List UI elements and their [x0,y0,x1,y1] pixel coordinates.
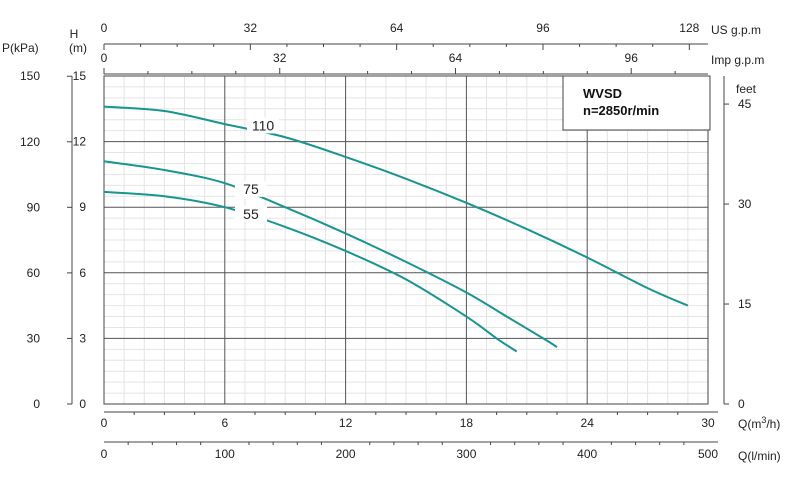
curve-75 [103,160,558,348]
curve-label-bg [247,117,280,134]
model-info-box: WVSD n=2850r/min [562,75,711,131]
p-kpa-axis-label: P(kPa) [2,41,39,55]
h-tick-label: 6 [79,266,86,280]
feet-tick-label: 0 [738,397,745,411]
q-m3h-tick-label: 0 [101,416,108,430]
imp-gpm-tick-label: 96 [625,51,639,65]
us-gpm-tick-label: 32 [244,21,258,35]
p-kpa-tick-label: 0 [33,397,40,411]
p-kpa-tick-label: 120 [20,135,40,149]
p-kpa-tick-label: 60 [27,266,41,280]
curve-label-bg [234,205,267,222]
q-m3h-axis-label: Q(m3/h) [738,415,780,431]
imp-gpm-tick-label: 0 [101,51,108,65]
h-axis-label-line1: H [70,27,79,41]
feet-tick-label: 30 [738,197,752,211]
model-title: WVSD [583,86,622,101]
us-gpm-tick-label: 128 [679,21,699,35]
us-gpm-axis-label: US g.p.m [711,23,761,37]
imp-gpm-tick-label: 32 [273,51,287,65]
q-m3h-tick-label: 30 [701,416,715,430]
q-m3h-tick-label: 24 [581,416,595,430]
h-tick-label: 0 [79,397,86,411]
curve-label-bg [234,180,267,197]
h-tick-label: 12 [73,135,87,149]
q-lmin-tick-label: 200 [336,447,356,461]
curve-label-55: 55 [243,206,259,222]
q-lmin-tick-label: 300 [456,447,476,461]
curve-label-75: 75 [243,181,259,197]
q-lmin-tick-label: 100 [215,447,235,461]
model-speed: n=2850r/min [583,103,659,118]
feet-axis-label: feet [736,82,757,96]
us-gpm-tick-label: 64 [390,21,404,35]
q-m3h-tick-label: 18 [460,416,474,430]
q-m3h-tick-label: 6 [221,416,228,430]
h-tick-label: 3 [79,331,86,345]
h-axis-label-line2: (m) [69,41,87,55]
curve-label-110: 110 [252,117,275,133]
us-gpm-tick-label: 0 [101,21,108,35]
p-kpa-tick-label: 90 [27,200,41,214]
q-lmin-tick-label: 0 [101,447,108,461]
feet-tick-label: 15 [738,297,752,311]
h-tick-label: 9 [79,200,86,214]
imp-gpm-axis-label: Imp g.p.m [711,53,764,67]
axis-labels: P(kPa) H (m) feet US g.p.m Imp g.p.m Q(m… [2,23,781,463]
q-m3h-tick-label: 12 [339,416,353,430]
curve-110 [103,105,689,307]
feet-tick-label: 45 [738,97,752,111]
h-tick-label: 15 [73,69,87,83]
q-lmin-tick-label: 500 [698,447,718,461]
curve-55 [103,190,518,353]
p-kpa-tick-label: 30 [27,331,41,345]
p-kpa-tick-label: 150 [20,69,40,83]
q-lmin-axis-label: Q(l/min) [738,449,781,463]
plot-frame [103,75,709,405]
us-gpm-tick-label: 96 [536,21,550,35]
imp-gpm-tick-label: 64 [449,51,463,65]
performance-curves: 110 75 55 [103,105,689,353]
q-lmin-tick-label: 400 [577,447,597,461]
